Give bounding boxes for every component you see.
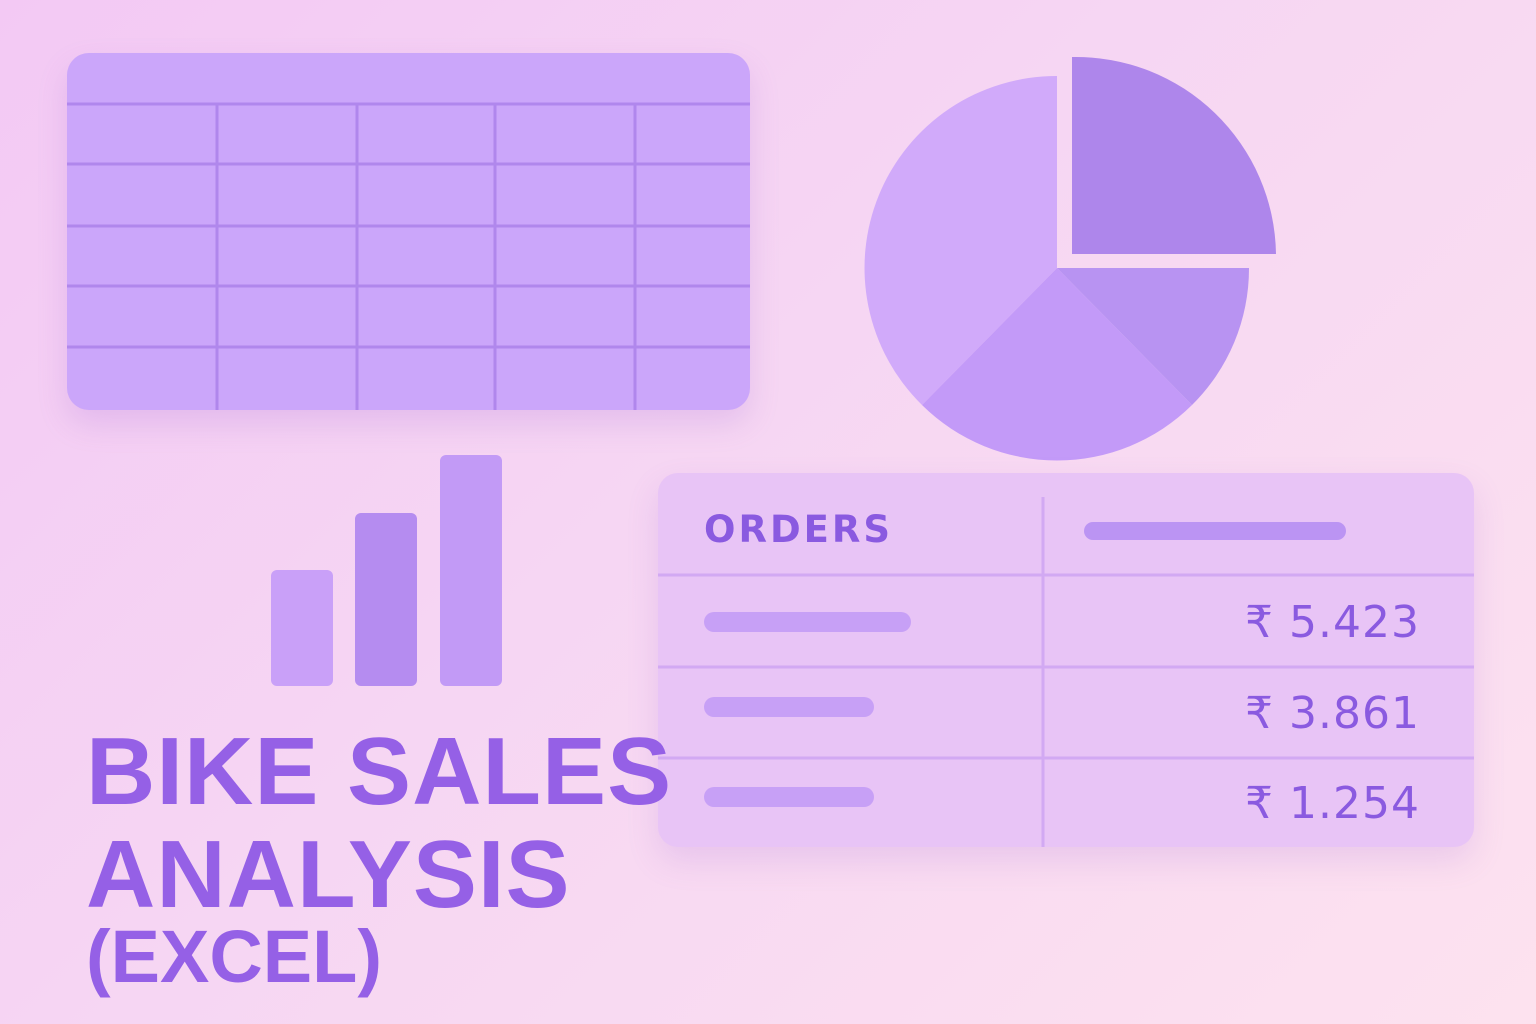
pie-slice-large (864, 75, 1057, 405)
orders-panel (658, 473, 1474, 847)
pie-chart-icon (864, 56, 1276, 461)
title-line-1: BIKE SALES (86, 718, 673, 825)
bar-medium (355, 513, 417, 686)
order-amount: ₹ 3.861 (1245, 688, 1420, 739)
pie-slice-exploded (1072, 56, 1276, 254)
orders-header: ORDERS (704, 508, 894, 551)
bar-chart-icon (271, 455, 502, 686)
order-amount: ₹ 1.254 (1245, 778, 1420, 829)
spreadsheet-grid-lines (67, 102, 750, 410)
bar-small (271, 570, 333, 686)
title-line-3: (EXCEL) (86, 915, 382, 998)
title-line-2: ANALYSIS (86, 821, 571, 928)
order-amount: ₹ 5.423 (1245, 597, 1420, 648)
pie-slice-right (1057, 268, 1250, 405)
orders-panel-grid (658, 497, 1474, 847)
header-placeholder-bar (1084, 522, 1346, 540)
spreadsheet-grid-icon (67, 53, 750, 410)
row-placeholder-bar (704, 787, 874, 807)
row-placeholder-bar (704, 697, 874, 717)
row-placeholder-bar (704, 612, 911, 632)
bar-tall (440, 455, 502, 686)
pie-slice-bottom (922, 268, 1192, 461)
